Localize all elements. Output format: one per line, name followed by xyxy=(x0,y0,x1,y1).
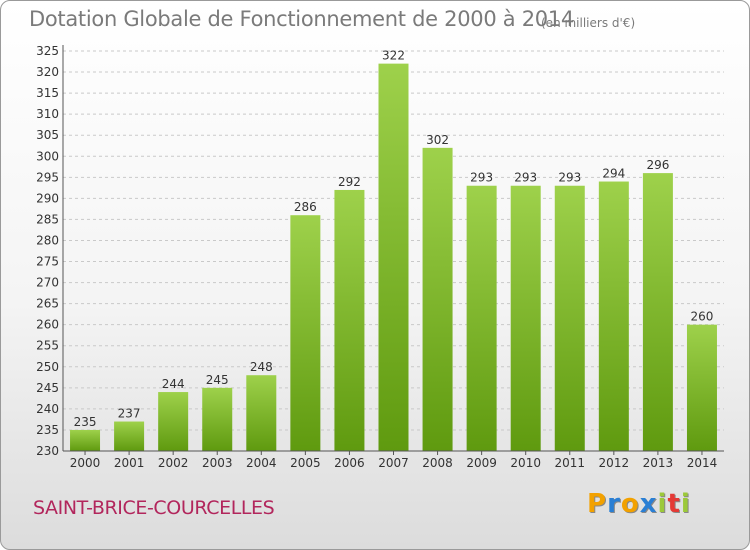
y-tick-label: 235 xyxy=(36,423,59,437)
bar-2010 xyxy=(510,185,541,451)
x-tick-label-2004: 2004 xyxy=(246,456,277,470)
data-label-2010: 293 xyxy=(514,171,537,185)
chart-title: Dotation Globale de Fonctionnement de 20… xyxy=(29,7,574,31)
logo-letter: o xyxy=(620,489,640,519)
y-tick-label: 295 xyxy=(36,170,59,184)
logo-letter: t xyxy=(667,489,681,519)
logo-letter: r xyxy=(607,489,621,519)
bar-2014 xyxy=(686,324,717,451)
y-tick-label: 305 xyxy=(36,128,59,142)
y-tick-label: 310 xyxy=(36,107,59,121)
data-label-2006: 292 xyxy=(338,175,361,189)
logo-letter: x xyxy=(639,489,658,519)
bar-2008 xyxy=(422,147,453,451)
x-tick-label-2007: 2007 xyxy=(378,456,409,470)
y-tick-label: 240 xyxy=(36,402,59,416)
proxiti-logo[interactable]: Proxiti xyxy=(587,489,691,519)
y-tick-label: 300 xyxy=(36,149,59,163)
y-tick-label: 230 xyxy=(36,444,59,458)
x-tick-label-2009: 2009 xyxy=(466,456,497,470)
y-tick-label: 260 xyxy=(36,318,59,332)
data-label-2008: 302 xyxy=(426,133,449,147)
data-label-2002: 244 xyxy=(162,377,185,391)
y-tick-label: 250 xyxy=(36,360,59,374)
x-tick-label-2002: 2002 xyxy=(158,456,189,470)
x-tick-label-2006: 2006 xyxy=(334,456,365,470)
bar-2004 xyxy=(246,375,277,451)
y-tick-label: 280 xyxy=(36,233,59,247)
bar-2006 xyxy=(334,189,365,451)
data-label-2012: 294 xyxy=(602,167,625,181)
bar-2011 xyxy=(554,185,585,451)
commune-name: SAINT-BRICE-COURCELLES xyxy=(33,497,275,519)
y-tick-label: 325 xyxy=(36,44,59,58)
bar-2001 xyxy=(114,421,145,451)
x-tick-label-2001: 2001 xyxy=(114,456,145,470)
data-label-2014: 260 xyxy=(691,310,714,324)
y-tick-label: 265 xyxy=(36,297,59,311)
data-label-2007: 322 xyxy=(382,49,405,63)
bar-2013 xyxy=(642,173,673,451)
data-label-2004: 248 xyxy=(250,360,273,374)
chart-subtitle: (en milliers d'€) xyxy=(541,16,636,30)
logo-letter: P xyxy=(587,489,608,519)
x-tick-label-2010: 2010 xyxy=(510,456,541,470)
bar-2007 xyxy=(378,63,409,451)
data-label-2003: 245 xyxy=(206,373,229,387)
x-tick-label-2008: 2008 xyxy=(422,456,453,470)
x-tick-label-2014: 2014 xyxy=(687,456,718,470)
bar-2002 xyxy=(158,392,189,451)
bars xyxy=(70,63,717,452)
x-tick-label-2011: 2011 xyxy=(554,456,585,470)
x-tick-label-2003: 2003 xyxy=(202,456,233,470)
y-tick-label: 245 xyxy=(36,381,59,395)
axes xyxy=(62,45,724,452)
x-tick-label-2005: 2005 xyxy=(290,456,321,470)
x-tick-label-2000: 2000 xyxy=(70,456,101,470)
data-label-2005: 286 xyxy=(294,200,317,214)
bar-2012 xyxy=(598,181,629,452)
bar-2003 xyxy=(202,387,233,451)
logo-letter: i xyxy=(680,489,691,519)
data-label-2011: 293 xyxy=(558,171,581,185)
logo-letter: i xyxy=(657,489,668,519)
x-tick-label-2012: 2012 xyxy=(599,456,630,470)
data-label-2000: 235 xyxy=(74,415,97,429)
data-label-2013: 296 xyxy=(646,158,669,172)
data-label-2001: 237 xyxy=(118,407,141,421)
x-axis-ticks: 2000 2001 2002 2003 2004 2005 2006 2007 2008 2009… xyxy=(70,451,717,470)
bar-2009 xyxy=(466,185,497,451)
y-tick-label: 255 xyxy=(36,339,59,353)
y-tick-label: 290 xyxy=(36,191,59,205)
y-tick-label: 270 xyxy=(36,276,59,290)
y-tick-label: 320 xyxy=(36,65,59,79)
y-tick-label: 275 xyxy=(36,255,59,269)
y-axis-ticks: 230 235 240 245 250 255 260 265 270 275 280 285 290 2… xyxy=(36,44,59,458)
y-tick-label: 315 xyxy=(36,86,59,100)
data-labels: 235 237 244 245 248 286 292 322 302 293 293 293 294 2… xyxy=(74,49,714,429)
bar-2005 xyxy=(290,215,321,451)
x-tick-label-2013: 2013 xyxy=(643,456,674,470)
data-label-2009: 293 xyxy=(470,171,493,185)
bar-2000 xyxy=(70,429,101,451)
y-tick-label: 285 xyxy=(36,212,59,226)
